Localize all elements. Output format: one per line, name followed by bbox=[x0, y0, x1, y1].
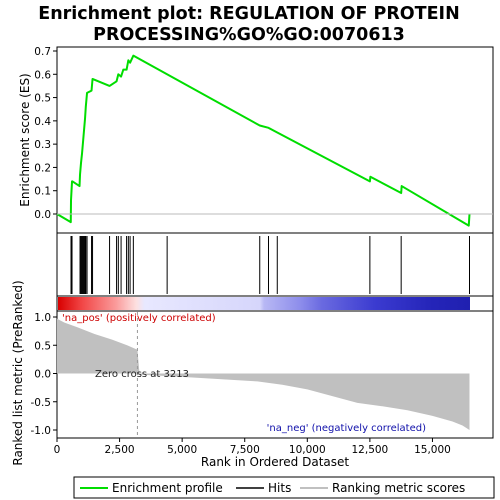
metric-y-tick-label: -1.0 bbox=[31, 425, 52, 437]
metric-y-tick-label: -0.5 bbox=[31, 397, 52, 409]
rank-color-band bbox=[58, 297, 470, 310]
metric-area bbox=[57, 312, 470, 437]
x-tick-label: 12,500 bbox=[352, 444, 389, 456]
x-tick-label: 2,500 bbox=[105, 444, 135, 456]
es-y-tick-label: 0.7 bbox=[34, 46, 51, 58]
metric-panel bbox=[56, 310, 494, 439]
x-axis: 0 2,500 5,000 7,500 10,000 12,500 15,000 bbox=[54, 438, 451, 456]
es-y-axis: 0.0 0.1 0.2 0.3 0.4 0.5 0.6 0.7 bbox=[34, 46, 57, 221]
es-y-tick-label: 0.3 bbox=[34, 139, 51, 151]
es-y-label: Enrichment score (ES) bbox=[18, 73, 32, 206]
neg-label: 'na_neg' (negatively correlated) bbox=[267, 423, 426, 434]
es-y-tick-label: 0.0 bbox=[34, 209, 51, 221]
metric-y-axis: 1.0 0.5 0.0 -0.5 -1.0 bbox=[31, 312, 57, 437]
legend-es-label: Enrichment profile bbox=[112, 481, 223, 495]
chart-title-line1: Enrichment plot: REGULATION OF PROTEIN bbox=[38, 4, 459, 24]
metric-fill bbox=[57, 318, 470, 430]
x-tick-label: 15,000 bbox=[414, 444, 451, 456]
x-tick-label: 0 bbox=[54, 444, 61, 456]
es-y-tick-label: 0.4 bbox=[34, 116, 51, 128]
legend-metric-label: Ranking metric scores bbox=[332, 481, 465, 495]
x-tick-label: 7,500 bbox=[230, 444, 260, 456]
es-curve bbox=[56, 54, 471, 227]
es-y-tick-label: 0.1 bbox=[34, 186, 51, 198]
zero-cross-label: Zero cross at 3213 bbox=[95, 369, 189, 380]
metric-y-tick-label: 0.0 bbox=[34, 369, 51, 381]
x-tick-label: 5,000 bbox=[167, 444, 197, 456]
x-axis-label: Rank in Ordered Dataset bbox=[201, 455, 349, 469]
es-line bbox=[56, 54, 471, 227]
legend-box bbox=[73, 476, 495, 499]
legend-hits-label: Hits bbox=[268, 481, 291, 495]
hits-panel bbox=[56, 232, 494, 297]
es-y-tick-label: 0.6 bbox=[34, 69, 51, 81]
pos-label: 'na_pos' (positively correlated) bbox=[62, 313, 216, 324]
metric-y-tick-label: 0.5 bbox=[34, 340, 51, 352]
chart-title-line2: PROCESSING%GO%GO:0070613 bbox=[93, 25, 405, 45]
hit-lines bbox=[70, 236, 470, 294]
es-y-tick-label: 0.2 bbox=[34, 162, 51, 174]
es-y-tick-label: 0.5 bbox=[34, 93, 51, 105]
x-tick-label: 10,000 bbox=[289, 444, 326, 456]
metric-y-label: Ranked list metric (PreRanked) bbox=[11, 280, 25, 465]
metric-y-tick-label: 1.0 bbox=[34, 312, 51, 324]
